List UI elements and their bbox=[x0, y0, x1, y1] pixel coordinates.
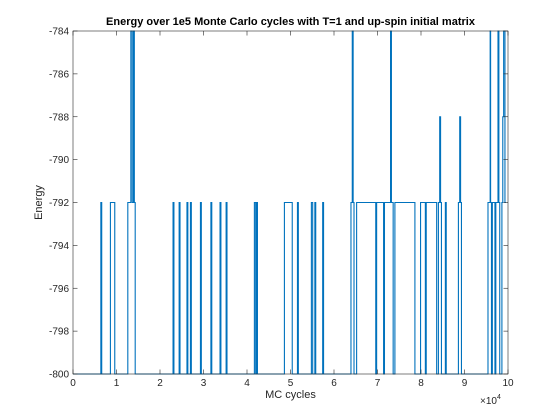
x-tick-label-4: 4 bbox=[244, 378, 250, 389]
x-tick-label-5: 5 bbox=[288, 378, 294, 389]
y-tick-label-5: -790 bbox=[49, 155, 69, 166]
chart-title: Energy over 1e5 Monte Carlo cycles with … bbox=[106, 16, 476, 28]
y-tick-label-7: -786 bbox=[49, 69, 69, 80]
y-tick-label-2: -796 bbox=[49, 284, 69, 295]
ticks-layer: 0 1 2 3 4 5 6 7 8 9 10 -800 -798 -796 -794 -792 -790 -788… bbox=[49, 27, 514, 390]
x-tick-label-3: 3 bbox=[201, 378, 207, 389]
x-tick-label-0: 0 bbox=[70, 378, 76, 389]
x-axis-label: MC cycles bbox=[265, 389, 316, 401]
x-tick-label-1: 1 bbox=[114, 378, 120, 389]
x-tick-label-9: 9 bbox=[462, 378, 468, 389]
x-tick-label-6: 6 bbox=[331, 378, 337, 389]
y-tick-label-8: -784 bbox=[49, 27, 69, 38]
y-tick-label-4: -792 bbox=[49, 198, 69, 209]
x-tick-label-8: 8 bbox=[418, 378, 424, 389]
plot-frame bbox=[72, 30, 509, 375]
x-tick-label-10: 10 bbox=[502, 378, 514, 389]
x-axis-exponent-base: ×10 bbox=[480, 396, 497, 407]
x-tick-label-2: 2 bbox=[157, 378, 163, 389]
series-line-energy bbox=[73, 30, 506, 375]
y-tick-label-3: -794 bbox=[49, 241, 69, 252]
y-tick-label-0: -800 bbox=[49, 370, 69, 381]
y-tick-label-6: -788 bbox=[49, 112, 69, 123]
x-tick-label-7: 7 bbox=[375, 378, 381, 389]
y-axis-label: Energy bbox=[33, 185, 45, 220]
x-axis-exponent: ×104 bbox=[480, 394, 501, 407]
y-tick-label-1: -798 bbox=[49, 327, 69, 338]
x-axis-exponent-power: 4 bbox=[497, 394, 501, 401]
series-layer bbox=[73, 30, 506, 375]
